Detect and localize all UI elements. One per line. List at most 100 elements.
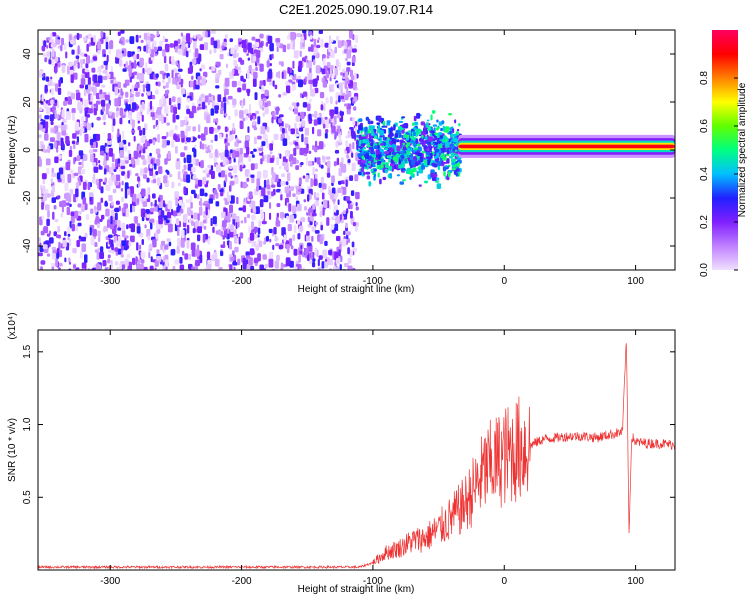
spectrogram-cell — [108, 147, 113, 157]
spectrogram-cell — [222, 235, 225, 240]
spectrogram-cell — [132, 257, 136, 266]
spectrogram-cell — [430, 114, 433, 121]
spectrogram-cell — [93, 205, 97, 211]
spectrogram-cell — [291, 81, 296, 85]
spectrogram-cell — [359, 139, 362, 144]
spectrogram-cell — [330, 111, 334, 119]
spectrogram-cell — [58, 262, 63, 267]
spectrogram-cell — [301, 133, 304, 143]
spectrogram-cell — [322, 123, 326, 129]
spectrogram-cell — [416, 170, 419, 177]
spectrogram-cell — [231, 213, 237, 220]
spectrogram-cell — [331, 175, 335, 184]
spectrogram-cell — [241, 39, 247, 49]
spectrogram-cell — [292, 60, 295, 69]
spectrogram-cell — [352, 247, 358, 252]
spectrogram-cell — [320, 164, 324, 169]
spectrogram-cell — [154, 267, 157, 270]
spectrogram-cell — [241, 101, 244, 109]
spectrogram-cell — [280, 180, 286, 186]
spectrogram-cell — [276, 203, 281, 208]
spectrogram-cell — [233, 261, 238, 266]
spectrogram-cell — [166, 170, 170, 175]
spectrogram-cell — [268, 258, 274, 268]
spectrogram-cell — [141, 188, 146, 197]
spectrogram-cell — [175, 161, 181, 170]
spectrogram-cell — [155, 225, 160, 230]
spectrogram-cell — [101, 84, 106, 88]
spectrogram-cell — [250, 174, 255, 178]
spectrogram-cell — [396, 153, 399, 159]
spectrogram-cell — [140, 251, 146, 259]
spectrogram-cell — [317, 267, 322, 270]
spectrogram-cell — [313, 119, 318, 126]
spectrogram-cell — [205, 148, 208, 152]
spectrogram-cell — [354, 126, 358, 133]
spectrogram-cell — [433, 127, 436, 132]
spectrogram-cell — [77, 222, 82, 227]
spectrogram-cell — [242, 117, 246, 122]
spectrogram-cell — [274, 84, 278, 90]
spectrogram-cell — [420, 121, 425, 126]
spectrogram-cell — [259, 264, 264, 270]
spectrogram-cell — [180, 88, 186, 95]
spectrogram-cell — [248, 155, 252, 163]
spectrogram-cell — [451, 133, 454, 139]
spectrogram-cell — [231, 80, 237, 88]
spectrogram-cell — [191, 105, 196, 114]
spectrogram-cell — [344, 80, 347, 89]
spectrogram-cell — [96, 134, 99, 142]
spectrogram-cell — [164, 105, 169, 114]
spectrogram-cell — [341, 98, 346, 102]
spectrogram-cell — [347, 265, 353, 270]
spectrogram-cell — [432, 138, 436, 141]
spectrogram-cell — [444, 142, 450, 148]
spectrogram-cell — [368, 125, 374, 131]
spectrogram-cell — [193, 212, 198, 220]
spectrogram-cell — [195, 84, 200, 90]
spectrogram-cell — [280, 212, 285, 219]
spectrogram-cell — [303, 147, 309, 154]
spectrogram-cell — [294, 133, 300, 137]
spectrogram-cell — [346, 108, 351, 115]
spectrogram-cell — [114, 212, 118, 221]
spectrogram-cell — [56, 252, 60, 259]
spectrogram-cell — [202, 170, 206, 174]
spectrogram-cell — [436, 177, 440, 181]
spectrogram-cell — [76, 240, 80, 248]
spectrogram-cell — [68, 238, 72, 247]
spectrogram-cell — [304, 127, 309, 136]
spectrogram-cell — [334, 67, 338, 76]
spectrogram-cell — [211, 254, 217, 262]
spectrogram-cell — [446, 158, 450, 164]
spectrogram-cell — [395, 164, 399, 169]
spectrogram-cell — [313, 47, 317, 56]
spectrogram-cell — [113, 168, 117, 172]
spectrogram-cell — [338, 180, 342, 185]
spectrogram-cell — [322, 80, 327, 88]
spectrogram-cell — [136, 53, 140, 60]
spectrogram-cell — [253, 148, 257, 152]
spectrogram-cell — [80, 61, 83, 69]
spectrogram-cell — [141, 217, 145, 222]
spectrogram-cell — [214, 258, 220, 267]
spectrogram-cell — [269, 63, 272, 67]
snr-frame — [37, 329, 676, 571]
spectrogram-cell — [100, 31, 104, 38]
spectrogram-cell — [412, 127, 416, 130]
spectrogram-cell — [86, 89, 90, 94]
spectrogram-cell — [97, 247, 100, 251]
spectrogram-cell — [219, 133, 222, 140]
spectrogram-cell — [211, 170, 215, 179]
spectrogram-cell — [249, 203, 252, 208]
spectrogram-cell — [230, 256, 235, 261]
spectrogram-cell — [61, 125, 66, 131]
spectrogram-cell — [171, 140, 175, 148]
spectrogram-cell — [40, 260, 46, 265]
spectrogram-cell — [448, 113, 452, 116]
spectrogram-cell — [250, 163, 255, 171]
spectrogram-cell — [50, 178, 53, 184]
spectrogram-cell — [40, 230, 45, 236]
spectrogram-cell — [415, 162, 419, 167]
